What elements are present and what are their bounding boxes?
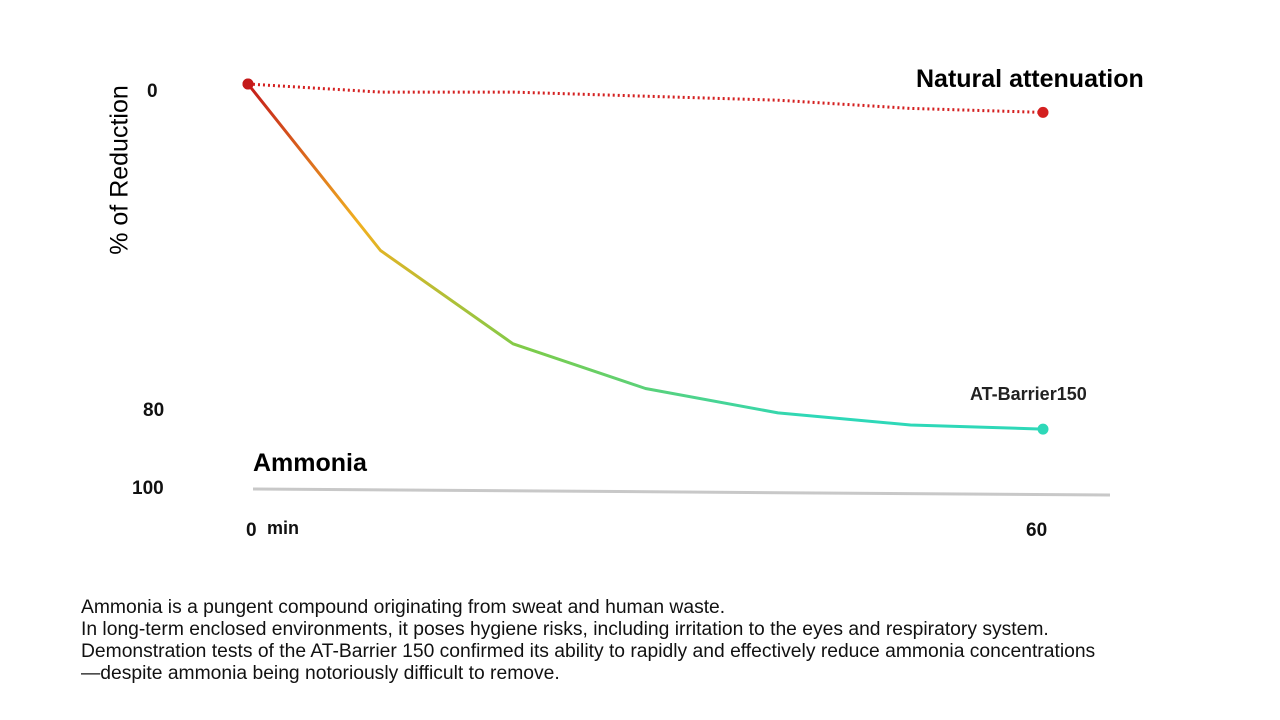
description-text: Ammonia is a pungent compound originatin… <box>81 597 1271 685</box>
y-tick-0: 0 <box>147 81 158 102</box>
x-axis-unit: min <box>267 518 300 538</box>
series-point-at-barrier150-start <box>242 78 254 90</box>
description-line-2: In long-term enclosed environments, it p… <box>81 619 1049 640</box>
x-tick-60: 60 <box>1026 520 1048 541</box>
description-line-4: —despite ammonia being notoriously diffi… <box>81 663 560 684</box>
series-label-natural-attenuation: Natural attenuation <box>916 65 1144 93</box>
description-line-1: Ammonia is a pungent compound originatin… <box>81 597 726 618</box>
baseline-axis <box>252 487 1111 497</box>
description-line-3: Demonstration tests of the AT-Barrier 15… <box>81 641 1096 662</box>
series-point-at-barrier150-end <box>1037 423 1049 435</box>
series-point-natural-attenuation-end <box>1037 106 1049 118</box>
y-tick-100: 100 <box>132 478 164 499</box>
y-tick-80: 80 <box>143 400 165 421</box>
x-tick-0: 0 <box>246 520 257 541</box>
y-axis-label: % of Reduction <box>105 85 134 255</box>
chart-title: Ammonia <box>253 449 367 477</box>
series-line-at-barrier150 <box>246 83 1044 431</box>
series-label-at-barrier150: AT-Barrier150 <box>970 384 1087 404</box>
